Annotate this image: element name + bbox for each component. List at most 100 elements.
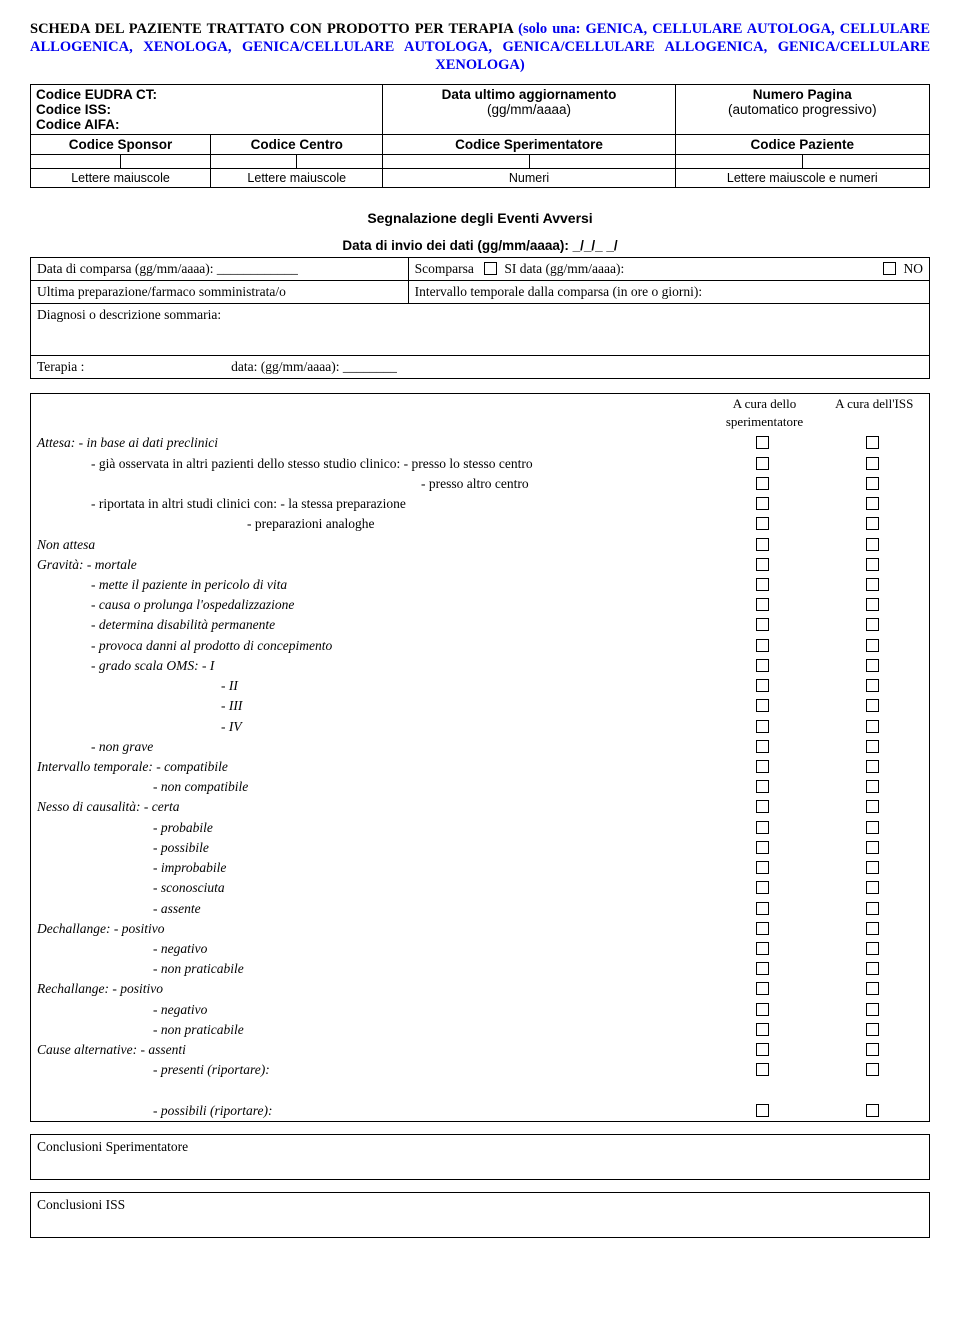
checkbox[interactable] <box>756 659 769 672</box>
checkbox[interactable] <box>866 821 879 834</box>
checkbox[interactable] <box>756 881 769 894</box>
checkbox[interactable] <box>756 699 769 712</box>
col-iss: A cura dell'ISS <box>820 394 930 434</box>
hdr-sperim: Codice Sperimentatore <box>383 135 675 155</box>
checkbox[interactable] <box>866 517 879 530</box>
check-row-label: - II <box>37 678 238 693</box>
checkbox[interactable] <box>866 922 879 935</box>
checkbox[interactable] <box>866 558 879 571</box>
checkbox[interactable] <box>866 436 879 449</box>
checkbox[interactable] <box>756 821 769 834</box>
check-row-label: - non compatibile <box>37 779 248 794</box>
checkbox[interactable] <box>866 760 879 773</box>
checkbox[interactable] <box>866 800 879 813</box>
checkbox[interactable] <box>756 800 769 813</box>
checkbox[interactable] <box>756 942 769 955</box>
checkbox[interactable] <box>756 517 769 530</box>
checkbox[interactable] <box>866 477 879 490</box>
checkbox[interactable] <box>756 720 769 733</box>
checkbox[interactable] <box>866 1104 879 1117</box>
check-row-label: Non attesa <box>37 537 95 552</box>
check-row-label: - mette il paziente in pericolo di vita <box>37 577 287 592</box>
hint2: Lettere maiuscole <box>211 169 383 188</box>
check-row-label: - presenti (riportare): <box>37 1062 270 1077</box>
event-table: Data di comparsa (gg/mm/aaaa): _________… <box>30 257 930 379</box>
check-row-label: - già osservata in altri pazienti dello … <box>37 456 533 471</box>
checkbox[interactable] <box>866 962 879 975</box>
checkbox[interactable] <box>756 861 769 874</box>
checkbox[interactable] <box>866 538 879 551</box>
hdr-centro: Codice Centro <box>211 135 383 155</box>
checkbox[interactable] <box>756 598 769 611</box>
check-row-label: - grado scala OMS: - I <box>37 658 214 673</box>
checkbox[interactable] <box>866 942 879 955</box>
checkbox[interactable] <box>756 578 769 591</box>
checkbox[interactable] <box>756 1003 769 1016</box>
checkbox-no[interactable] <box>883 262 896 275</box>
checkbox[interactable] <box>756 1023 769 1036</box>
checkbox[interactable] <box>866 1063 879 1076</box>
checkbox[interactable] <box>756 1043 769 1056</box>
checkbox[interactable] <box>756 962 769 975</box>
checkbox[interactable] <box>756 477 769 490</box>
check-row-label: - preparazioni analoghe <box>37 516 374 531</box>
checkbox[interactable] <box>756 841 769 854</box>
check-row-label: - presso altro centro <box>37 476 529 491</box>
code-eudra: Codice EUDRA CT: <box>36 87 377 102</box>
checkbox[interactable] <box>756 436 769 449</box>
checkbox[interactable] <box>756 780 769 793</box>
invio-line: Data di invio dei dati (gg/mm/aaaa): _/_… <box>30 238 930 253</box>
checkbox[interactable] <box>866 679 879 692</box>
check-row-label: Attesa: - in base ai dati preclinici <box>37 435 218 450</box>
checkbox-si[interactable] <box>484 262 497 275</box>
data-agg: Data ultimo aggiornamento <box>442 87 617 102</box>
checkbox[interactable] <box>756 982 769 995</box>
checkbox[interactable] <box>756 538 769 551</box>
hdr-paziente: Codice Paziente <box>675 135 929 155</box>
checkbox[interactable] <box>756 679 769 692</box>
checkbox[interactable] <box>866 457 879 470</box>
title-black: SCHEDA DEL PAZIENTE TRATTATO CON PRODOTT… <box>30 21 513 37</box>
header-table: Codice EUDRA CT: Codice ISS: Codice AIFA… <box>30 84 930 188</box>
checkbox[interactable] <box>866 881 879 894</box>
checkbox[interactable] <box>756 760 769 773</box>
checkbox[interactable] <box>866 639 879 652</box>
intervallo: Intervallo temporale dalla comparsa (in … <box>408 281 929 304</box>
checkbox[interactable] <box>756 639 769 652</box>
checkbox[interactable] <box>756 497 769 510</box>
no-label: NO <box>904 261 924 276</box>
check-row-label: Rechallange: - positivo <box>37 981 163 996</box>
check-row-label: - riportata in altri studi clinici con: … <box>37 496 406 511</box>
checkbox[interactable] <box>756 922 769 935</box>
check-row-label: Intervallo temporale: - compatibile <box>37 759 228 774</box>
checkbox[interactable] <box>866 740 879 753</box>
check-row-label: - negativo <box>37 941 207 956</box>
checkbox[interactable] <box>866 1043 879 1056</box>
checkbox[interactable] <box>756 1063 769 1076</box>
checkbox[interactable] <box>866 861 879 874</box>
checkbox[interactable] <box>866 780 879 793</box>
checkbox[interactable] <box>756 457 769 470</box>
conclusioni-iss: Conclusioni ISS <box>30 1192 930 1238</box>
checkbox[interactable] <box>866 699 879 712</box>
checkbox[interactable] <box>866 618 879 631</box>
hint3: Numeri <box>383 169 675 188</box>
section-title: Segnalazione degli Eventi Avversi <box>30 210 930 226</box>
checkbox[interactable] <box>866 982 879 995</box>
checkbox[interactable] <box>866 598 879 611</box>
checkbox[interactable] <box>866 841 879 854</box>
checkbox[interactable] <box>866 497 879 510</box>
checkbox[interactable] <box>866 578 879 591</box>
checkbox[interactable] <box>756 740 769 753</box>
checkbox[interactable] <box>756 618 769 631</box>
checkbox[interactable] <box>756 1104 769 1117</box>
checkbox[interactable] <box>866 902 879 915</box>
checkbox[interactable] <box>866 720 879 733</box>
checkbox[interactable] <box>756 558 769 571</box>
checkbox[interactable] <box>866 1023 879 1036</box>
checkbox[interactable] <box>866 659 879 672</box>
terapia-data: data: (gg/mm/aaaa): ________ <box>231 359 397 374</box>
checkbox[interactable] <box>756 902 769 915</box>
checkbox[interactable] <box>866 1003 879 1016</box>
check-row-label: - determina disabilità permanente <box>37 617 275 632</box>
